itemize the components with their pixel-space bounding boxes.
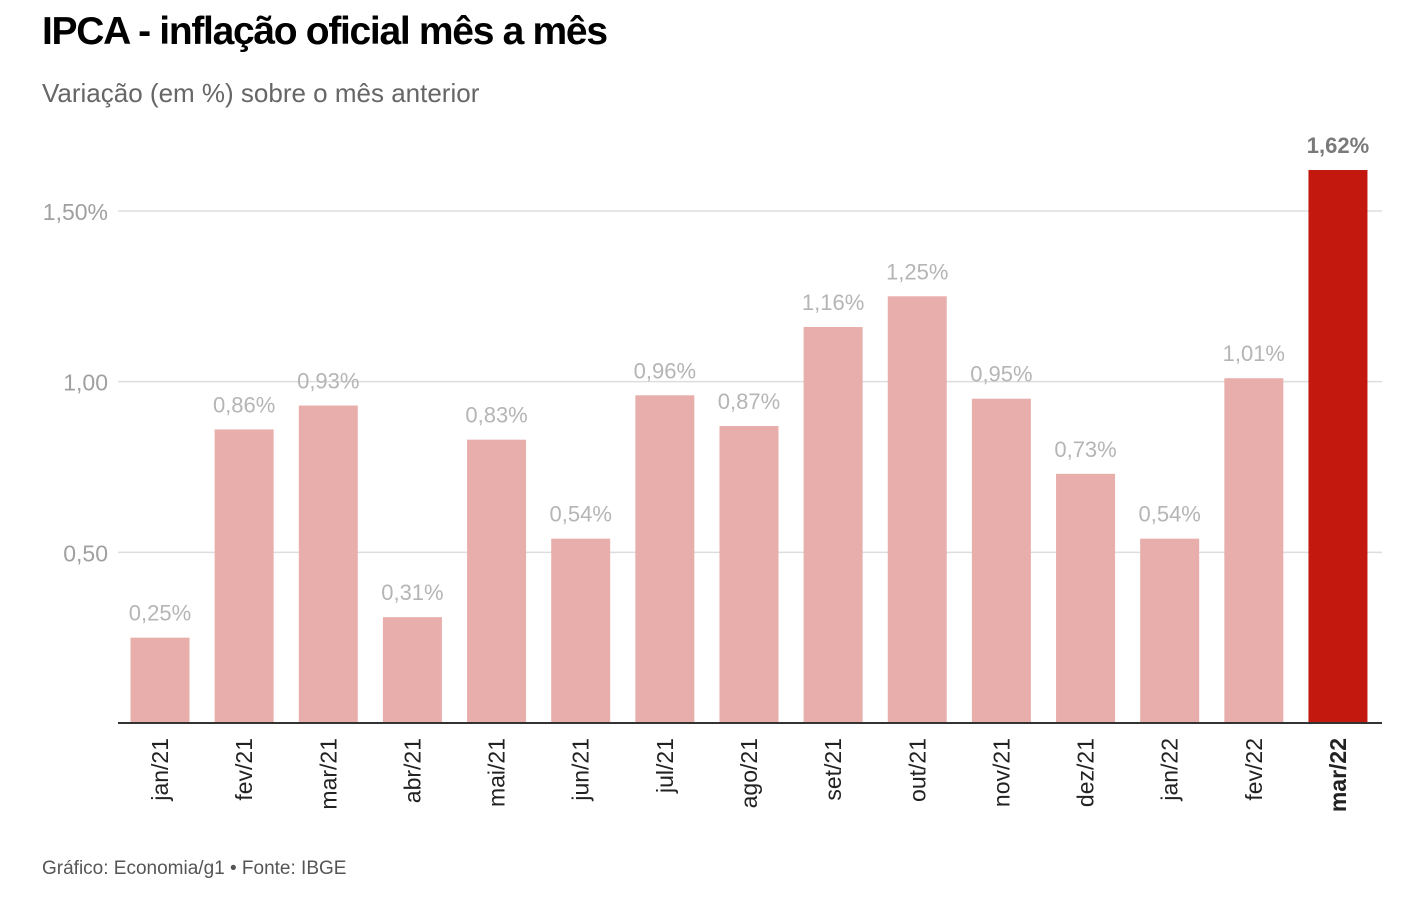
value-label: 0,54% bbox=[550, 502, 612, 527]
bar bbox=[130, 637, 190, 723]
value-label: 0,96% bbox=[634, 358, 696, 383]
value-label: 1,25% bbox=[886, 259, 948, 284]
category-label: dez/21 bbox=[1073, 738, 1099, 807]
y-tick-label: 0,50 bbox=[63, 540, 108, 566]
value-label: 1,62% bbox=[1307, 133, 1369, 158]
category-label: jan/21 bbox=[147, 738, 173, 802]
bar bbox=[1140, 538, 1200, 723]
bar bbox=[214, 429, 274, 723]
category-label: jun/21 bbox=[568, 738, 594, 802]
chart-title: IPCA - inflação oficial mês a mês bbox=[42, 10, 608, 53]
value-label: 0,54% bbox=[1138, 502, 1200, 527]
bar bbox=[971, 398, 1031, 723]
bar bbox=[551, 538, 611, 723]
y-tick-label: 1,50% bbox=[43, 199, 108, 225]
category-label: nov/21 bbox=[988, 738, 1014, 807]
chart-subtitle: Variação (em %) sobre o mês anterior bbox=[42, 78, 480, 108]
value-label: 0,31% bbox=[381, 580, 443, 605]
bar bbox=[803, 327, 863, 723]
value-label: 0,25% bbox=[129, 601, 191, 626]
category-label: ago/21 bbox=[736, 738, 762, 808]
chart-footer: Gráfico: Economia/g1 • Fonte: IBGE bbox=[42, 858, 347, 879]
value-label: 0,95% bbox=[970, 362, 1032, 387]
category-label: abr/21 bbox=[399, 738, 425, 803]
category-label: out/21 bbox=[904, 738, 930, 802]
bar bbox=[1056, 473, 1116, 723]
category-label: fev/22 bbox=[1241, 738, 1267, 801]
bar bbox=[382, 617, 442, 723]
y-tick-label: 1,00 bbox=[63, 370, 108, 396]
value-label: 1,01% bbox=[1223, 341, 1285, 366]
bar bbox=[298, 405, 358, 723]
category-label: set/21 bbox=[820, 738, 846, 801]
bar bbox=[887, 296, 947, 723]
value-label: 0,86% bbox=[213, 392, 275, 417]
value-label: 1,16% bbox=[802, 290, 864, 315]
category-label: mai/21 bbox=[484, 738, 510, 807]
value-label: 0,73% bbox=[1054, 437, 1116, 462]
value-label: 0,87% bbox=[718, 389, 780, 414]
category-label: mar/22 bbox=[1325, 738, 1351, 812]
bar bbox=[635, 395, 695, 723]
bar bbox=[467, 439, 527, 723]
bar bbox=[1308, 170, 1368, 723]
value-label: 0,83% bbox=[465, 403, 527, 428]
value-label: 0,93% bbox=[297, 369, 359, 394]
category-label: jan/22 bbox=[1157, 738, 1183, 802]
category-label: jul/21 bbox=[652, 738, 678, 794]
bar bbox=[719, 426, 779, 723]
bar bbox=[1224, 378, 1284, 723]
category-label: mar/21 bbox=[315, 738, 341, 810]
category-label: fev/21 bbox=[231, 738, 257, 801]
